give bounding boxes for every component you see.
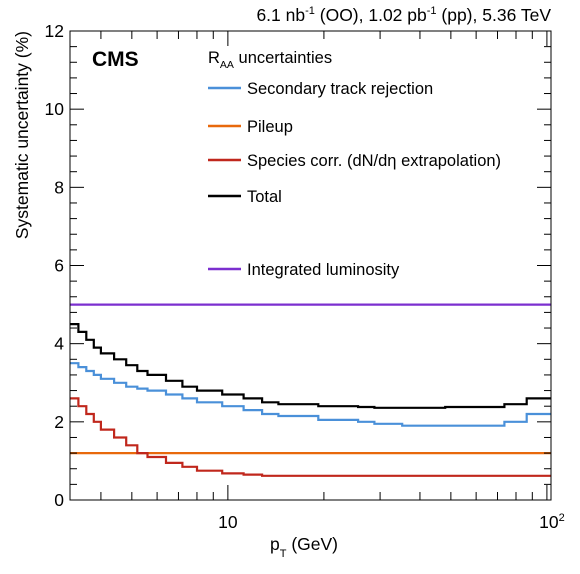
legend-title: RAA uncertainties xyxy=(208,49,332,71)
legend: RAA uncertainties Secondary track reject… xyxy=(208,49,501,279)
x-tick-label-base-1: 10 xyxy=(539,512,559,532)
x-tick-label-base-0: 10 xyxy=(218,512,238,532)
legend-label-1: Pileup xyxy=(247,118,293,136)
y-tick-label-1: 2 xyxy=(54,412,64,432)
series-layer xyxy=(70,303,551,477)
y-tick-label-4: 8 xyxy=(54,177,64,197)
y-tick-label-2: 4 xyxy=(54,334,64,354)
x-tick-label-exponent-1: 2 xyxy=(559,512,565,524)
y-tick-label-0: 0 xyxy=(54,490,64,510)
series-line-2 xyxy=(70,397,551,477)
legend-label-3: Total xyxy=(247,188,282,206)
y-tick-label-6: 12 xyxy=(45,21,64,41)
x-axis-title: pT (GeV) xyxy=(270,534,338,560)
legend-label-0: Secondary track rejection xyxy=(247,80,433,98)
legend-label-2: Species corr. (dN/dη extrapolation) xyxy=(247,152,501,170)
legend-entries: Secondary track rejection Pileup Species c… xyxy=(208,80,501,279)
experiment-label: CMS xyxy=(92,48,139,71)
y-tick-label-5: 10 xyxy=(45,99,65,119)
x-tick-label-0: 10 xyxy=(218,512,238,532)
series-line-0 xyxy=(70,362,551,427)
legend-label-4: Integrated luminosity xyxy=(247,261,400,279)
x-tick-label-1: 102 xyxy=(539,512,565,532)
chart-title: 6.1 nb-1 (OO), 1.02 pb-1 (pp), 5.36 TeV xyxy=(256,5,551,25)
series-line-3 xyxy=(70,323,551,409)
y-tick-label-3: 6 xyxy=(54,256,64,276)
y-axis-title: Systematic uncertainty (%) xyxy=(12,31,32,239)
